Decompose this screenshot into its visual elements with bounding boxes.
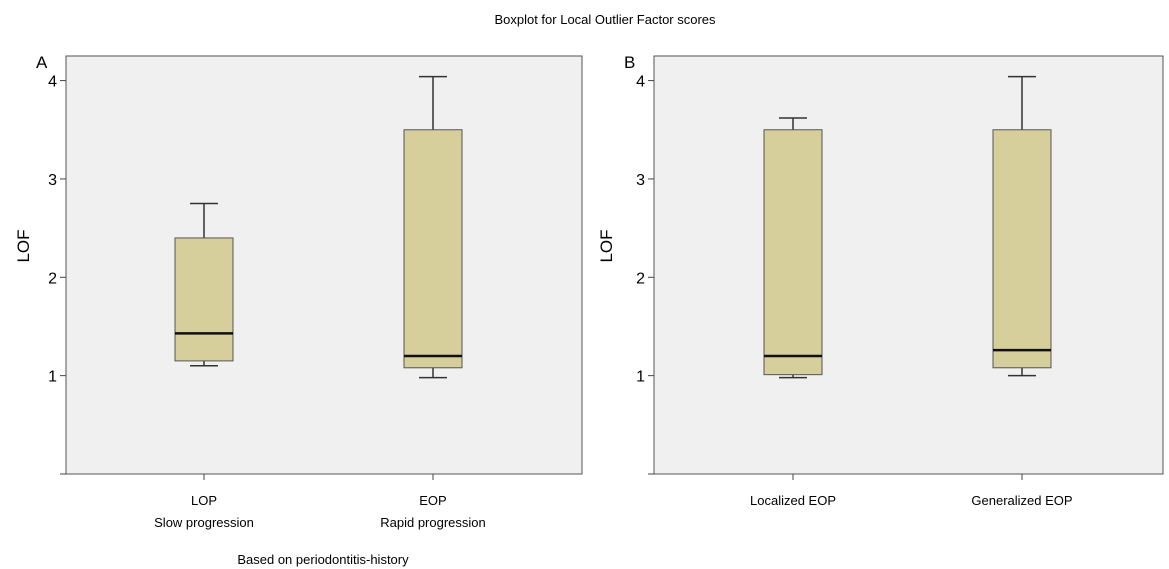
panel-a-category-sublabel: Slow progression [154, 515, 254, 530]
panel-b-category-label: Localized EOP [750, 493, 836, 508]
panel-b-y-tick-label: 2 [636, 270, 645, 287]
panel-a-category-label: EOP [419, 493, 446, 508]
panel-a-box [174, 237, 234, 362]
panel-b-box [763, 129, 823, 376]
panel-a-plot-area [65, 55, 583, 475]
panel-b: B LOF 1 2 3 4 Localized EOP Generalized EOP [597, 53, 1164, 508]
panel-a-y-tick-label: 4 [48, 74, 57, 91]
panel-b-y-axis-label: LOF [597, 229, 616, 262]
panel-b-y-tick-label: 3 [636, 172, 645, 189]
panel-a-category-sublabel: Rapid progression [380, 515, 486, 530]
panel-b-plot-area [653, 55, 1164, 475]
panel-a-label: A [36, 53, 48, 72]
panel-b-box [992, 129, 1052, 369]
panel-a-y-tick-label: 3 [48, 172, 57, 189]
panel-b-label: B [624, 53, 635, 72]
panel-a-y-tick-label: 2 [48, 270, 57, 287]
panel-a-y-axis-label: LOF [14, 229, 33, 262]
panel-a-y-tick-label: 1 [48, 369, 57, 386]
panel-a-marks: 1 2 3 4 LOP Slow progression EOP Rapid progress… [48, 74, 486, 530]
panel-b-marks: 1 2 3 4 Localized EOP Generalized EOP [636, 74, 1072, 508]
panel-b-y-tick-label: 1 [636, 369, 645, 386]
panel-a-box [403, 129, 463, 369]
figure-title: Boxplot for Local Outlier Factor scores [494, 12, 716, 27]
panel-a: A LOF Based on periodontitis-history 1 2 3… [14, 53, 583, 567]
panel-b-category-label: Generalized EOP [971, 493, 1072, 508]
panel-a-x-axis-label: Based on periodontitis-history [237, 552, 409, 567]
panel-a-category-label: LOP [191, 493, 217, 508]
panel-b-y-tick-label: 4 [636, 74, 645, 91]
